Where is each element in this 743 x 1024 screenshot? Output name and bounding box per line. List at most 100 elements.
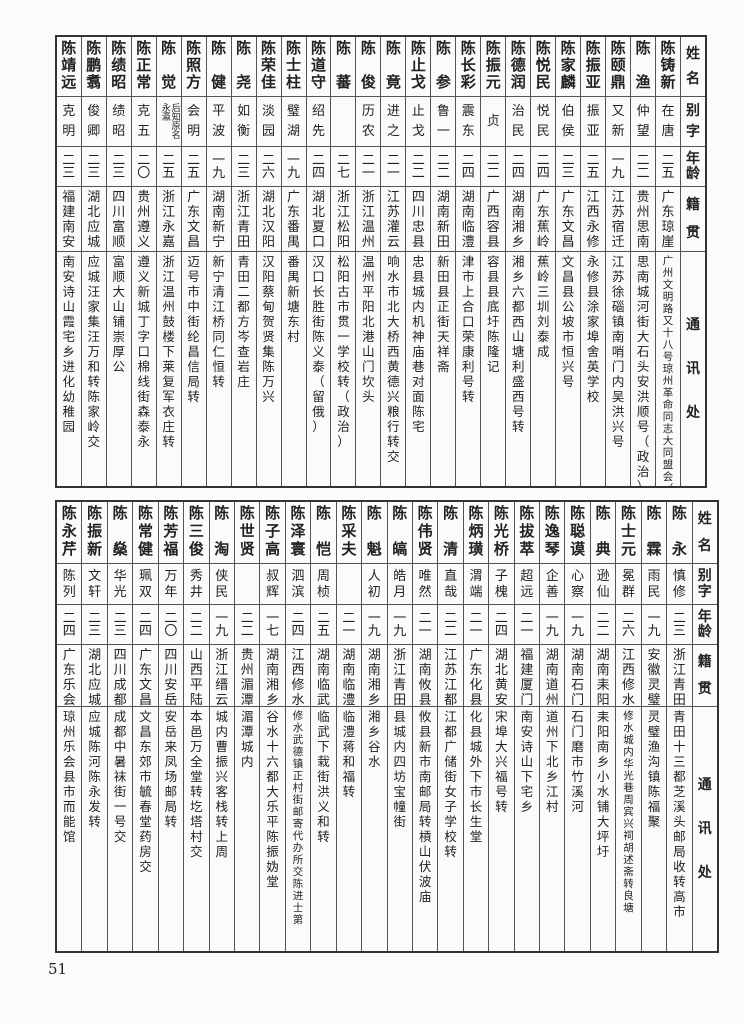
native-place-cell: 广东文昌	[133, 645, 158, 707]
courtesy-cell: 万年	[158, 564, 184, 605]
header-age: 年龄	[692, 605, 717, 645]
name-cell: 陈泽寰	[285, 502, 311, 564]
courtesy-cell: 唯然	[412, 564, 438, 605]
name-cell: 陈常健	[133, 502, 158, 564]
age-cell: 二二	[481, 147, 506, 187]
native-place-cell: 湖南耒阳	[590, 645, 616, 707]
age-cell: 二四	[456, 147, 481, 187]
person-column: 陈逸琴企善一九湖南道州道州下北乡江村	[539, 502, 565, 951]
name-cell: 陈俊	[356, 37, 381, 97]
native-place-cell: 湖北应城	[81, 187, 106, 252]
courtesy-cell: 振亚	[581, 97, 606, 147]
person-column: 陈淘侠民一九浙江缙云城内曹振兴客栈转上周	[208, 502, 234, 951]
header-address: 通讯处	[697, 777, 712, 881]
address-cell: 青田二都方岑查岩庄	[237, 254, 250, 389]
person-column: 陈荣佳淡园二六湖北汉阳汉阳蔡甸贺贤集陈万兴	[255, 37, 281, 486]
address-cell: 迈号市中街纶昌信局转	[187, 254, 200, 404]
age-cell: 二六	[256, 147, 281, 187]
age-cell: 一九	[362, 605, 387, 645]
courtesy-cell: 华光	[107, 564, 133, 605]
header-age: 年龄	[681, 147, 705, 187]
native-place-cell: 广东琼崖	[656, 187, 681, 252]
name-cell: 陈铸新	[656, 37, 681, 97]
age-cell: 二二	[431, 147, 456, 187]
courtesy-cell: 止戈	[406, 97, 431, 147]
person-column: 陈觉后知原名永瀛二五浙江永嘉浙江温州鼓楼下莱复军衣庄转	[155, 37, 181, 486]
name-cell: 陈士柱	[281, 37, 306, 97]
address-cell: 青田十三都芝溪头邮局收转高市	[673, 709, 686, 919]
address-cell: 番禺新塘东村	[287, 254, 300, 344]
courtesy-cell: 侠民	[209, 564, 234, 605]
age-cell: 二五	[656, 147, 681, 187]
age-cell: 一九	[387, 605, 412, 645]
address-cell: 临武下栽街洪义和转	[317, 709, 330, 844]
age-cell: 二二	[234, 605, 260, 645]
age-cell: 二五	[181, 147, 206, 187]
address-cell: 南安诗山霞宅乡进化幼稚园	[62, 254, 76, 434]
name-cell: 陈魁	[362, 502, 387, 564]
age-cell: 二一	[336, 605, 362, 645]
age-cell: 二三	[556, 147, 581, 187]
name-cell: 陈家麟	[556, 37, 581, 97]
age-cell: 二三	[81, 147, 106, 187]
native-place-cell: 湖南临澧	[456, 187, 481, 252]
name-cell: 陈光桥	[489, 502, 514, 564]
person-column: 陈永慎修二三浙江青田青田十三都芝溪头邮局收转高市	[666, 502, 692, 951]
courtesy-cell: 冕群	[616, 564, 641, 605]
courtesy-cell: 皓月	[387, 564, 412, 605]
address-cell: 应城汪家集汪万和转陈家岭交	[87, 254, 101, 449]
name-cell: 陈尧	[231, 37, 256, 97]
address-cell: 永修县涂家埠舍英学校	[586, 254, 600, 404]
header-courtesy: 别字	[692, 564, 717, 605]
name-cell: 陈士元	[616, 502, 641, 564]
courtesy-cell: 逊仙	[590, 564, 616, 605]
person-column: 陈恺周桢二五湖南临武临武下栽街洪义和转	[310, 502, 336, 951]
name-cell: 陈长彩	[456, 37, 481, 97]
name-cell: 陈采夫	[336, 502, 362, 564]
name-cell: 陈典	[590, 502, 616, 564]
courtesy-cell: 进之	[381, 97, 406, 147]
person-column: 陈德润治民二四湖南湘乡湘乡六都西山塘利盛西号转	[505, 37, 531, 486]
courtesy-cell: 直哉	[438, 564, 463, 605]
courtesy-cell: 后知原名永瀛	[156, 97, 181, 147]
courtesy-cell: 贞	[481, 97, 506, 147]
address-cell: 新田县正街天祥斋	[437, 254, 450, 374]
native-place-cell: 湖北黄安	[489, 645, 514, 707]
person-column: 陈永芹陈列二四广东乐会琼州乐会县市而能馆	[57, 502, 82, 951]
address-cell: 化县城外下市长生堂	[469, 709, 483, 844]
name-cell: 陈振新	[82, 502, 107, 564]
native-place-cell: 江西永修	[581, 187, 606, 252]
native-place-cell: 湖南道州	[540, 645, 565, 707]
courtesy-cell: 文轩	[82, 564, 107, 605]
native-place-cell: 湖南临武	[311, 645, 336, 707]
native-place-cell: 江苏宿迁	[606, 187, 631, 252]
person-column: 陈光桥子槐二四湖北黄安宋埠大兴福号转	[488, 502, 514, 951]
name-cell: 陈世贤	[234, 502, 260, 564]
age-cell: 二〇	[158, 605, 184, 645]
age-cell: 二三	[82, 605, 107, 645]
native-place-cell: 江西修水	[616, 645, 641, 707]
name-cell: 陈绩昭	[106, 37, 131, 97]
name-cell: 陈燊	[107, 502, 133, 564]
person-column: 陈靖远克明二三福建南安南安诗山霞宅乡进化幼稚园	[56, 37, 81, 486]
native-place-cell: 浙江青田	[667, 645, 692, 707]
person-column: 陈振元贞二二广西容县容县县底圩陈隆记	[480, 37, 506, 486]
courtesy-cell: 周桢	[311, 564, 336, 605]
person-column: 陈霖雨民一九安徽灵璧灵璧渔沟镇陈福聚	[640, 502, 667, 951]
name-cell: 陈三俊	[184, 502, 209, 564]
native-place-cell: 浙江温州	[356, 187, 381, 252]
address-cell: 温州平阳北港山门坎头	[362, 254, 375, 404]
header-native: 籍贯	[681, 187, 705, 252]
person-column: 陈振亚振亚二五江西永修永修县涂家埠舍英学校	[580, 37, 606, 486]
native-place-cell: 湖南湘乡	[260, 645, 285, 707]
native-place-cell: 湖南湘乡	[362, 645, 387, 707]
name-cell: 陈竟	[381, 37, 406, 97]
name-cell: 陈颐鼎	[606, 37, 631, 97]
person-column: 陈清直哉二二江苏江都江都广储街女子学校转	[437, 502, 463, 951]
name-cell: 陈炳璜	[463, 502, 489, 564]
age-cell: 一九	[565, 605, 590, 645]
age-cell: 二二	[438, 605, 463, 645]
name-cell: 陈皜	[387, 502, 412, 564]
person-column: 陈绩昭绩昭二三四川富顺富顺大山铺崇厚公	[105, 37, 131, 486]
